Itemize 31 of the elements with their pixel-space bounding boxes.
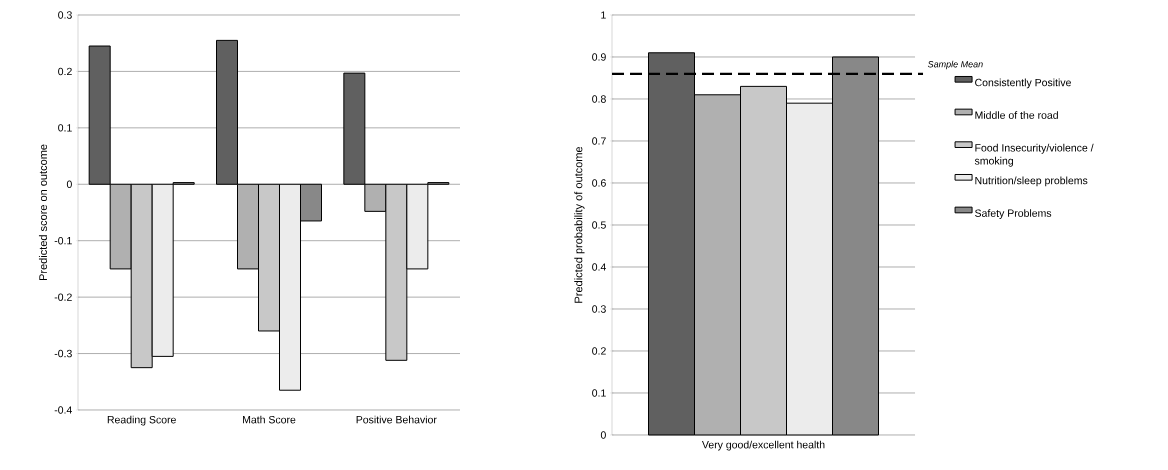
y-tick-label: 0.3 [58,11,72,19]
legend-label: Safety Problems [975,209,1052,219]
y-tick-label: -0.4 [54,406,72,414]
y-tick-label: 0 [600,431,606,439]
y-tick-label: 0 [66,180,72,188]
y-tick-label: 0.4 [592,263,607,271]
y-tick-label: 0.2 [58,67,72,76]
x-tick-label: Math Score [243,415,296,424]
y-tick-label: 0.3 [592,305,606,313]
y-tick-label: 0.1 [592,389,606,397]
legend-label: Nutrition/sleep problems [975,176,1088,187]
ref-line-label: Sample Mean [927,60,983,70]
legend-label: Consistently Positive [975,78,1071,89]
x-tick-label: Reading Score [107,415,176,426]
y-tick-label: 0.9 [592,53,606,61]
y-tick-label: 0.5 [592,221,606,229]
y-tick-label: -0.1 [54,236,72,245]
x-tick-label: Very good/excellent health [701,440,825,451]
y-tick-label: 0.6 [592,179,606,187]
y-tick-label: 0.2 [592,347,606,355]
y-tick-label: -0.3 [54,349,72,358]
y-tick-label: 0.8 [592,95,606,103]
legend-label: Middle of the road [975,111,1058,119]
y-tick-label: 0.1 [58,124,72,132]
x-tick-label: Positive Behavior [356,415,437,424]
y-tick-label: 0.7 [592,137,606,145]
y-axis-title: Predicted probability of outcome [574,146,585,303]
y-tick-label: -0.2 [54,293,72,301]
legend-label: Food Insecurity/violence / smoking [974,143,1094,167]
y-axis-title: Predicted score on outcome [38,144,48,281]
y-tick-label: 1 [601,11,606,19]
